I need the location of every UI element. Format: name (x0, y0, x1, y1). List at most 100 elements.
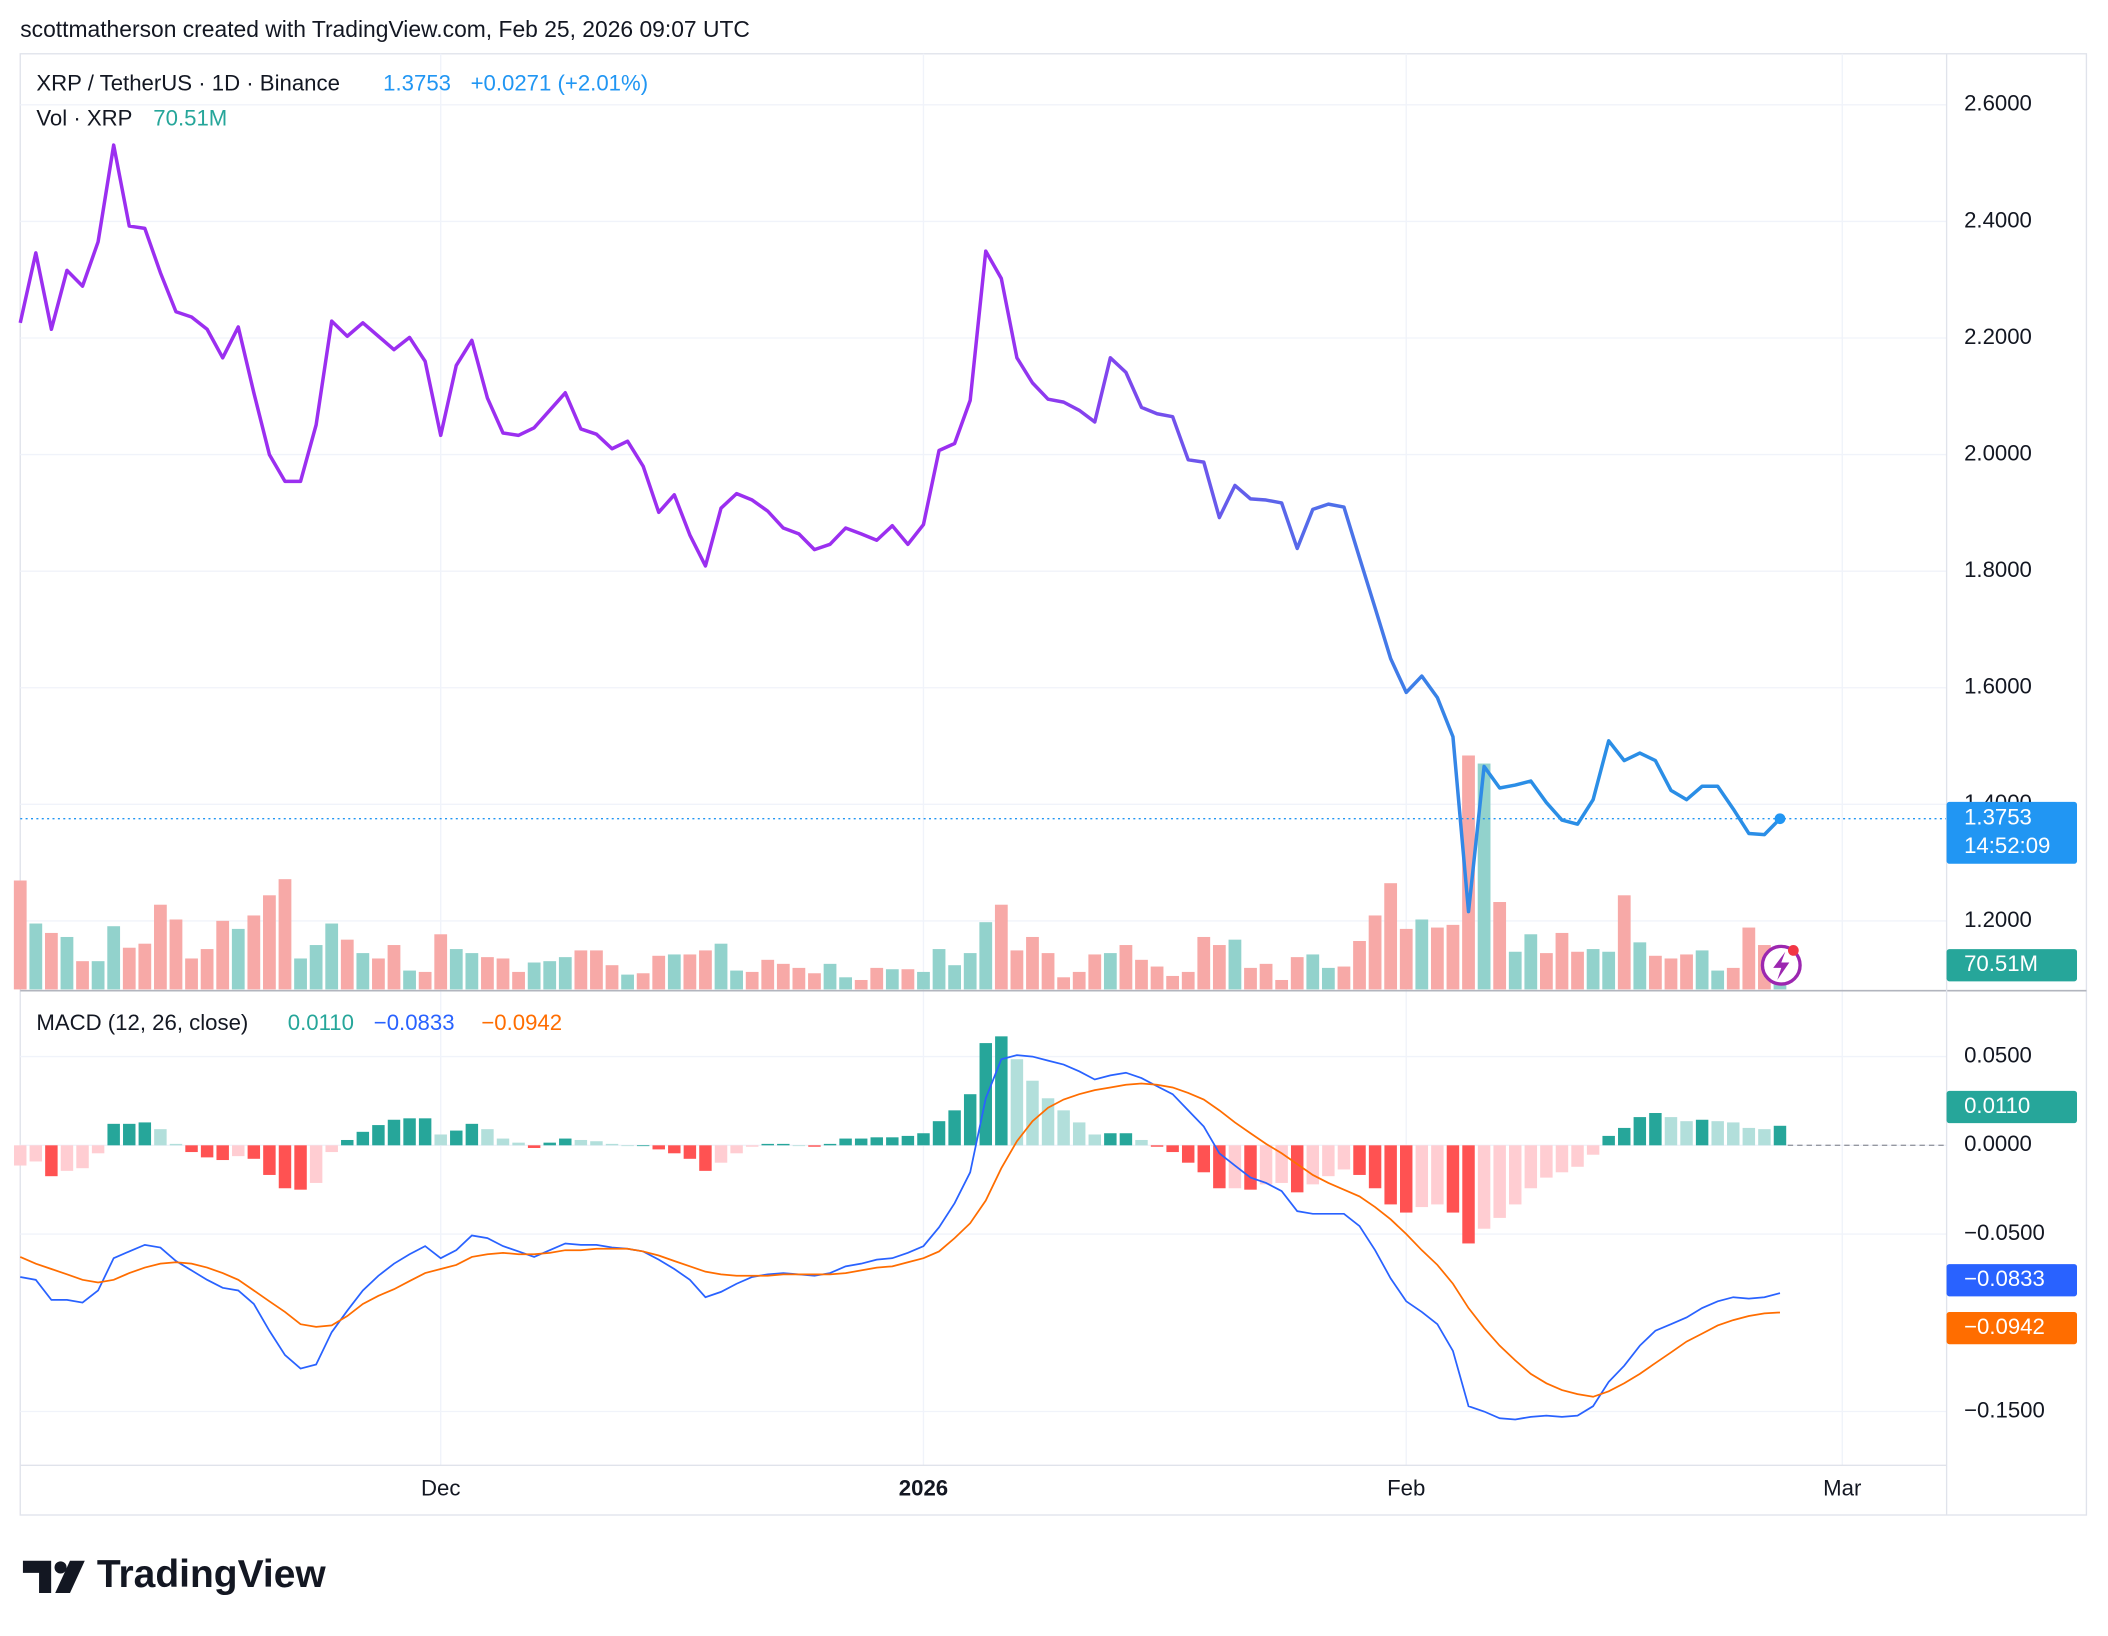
volume-bar (45, 932, 58, 990)
macd-histogram-bar (1026, 1080, 1039, 1146)
volume-bar (1540, 953, 1553, 990)
macd-legend-macd: −0.0833 (374, 1010, 455, 1035)
alert-icon[interactable] (1760, 944, 1802, 986)
volume-bar (590, 950, 603, 990)
volume-bar (372, 958, 385, 990)
volume-bar (823, 963, 837, 990)
volume-bar (1399, 928, 1413, 990)
macd-histogram-bar (325, 1145, 338, 1153)
macd-histogram-bar (714, 1145, 728, 1163)
histogram-label-box (1946, 1090, 2078, 1124)
volume-bar (1524, 934, 1538, 990)
volume-bar (667, 954, 681, 990)
macd-histogram-bar (1446, 1145, 1460, 1213)
volume-bar (932, 949, 946, 990)
macd-legend-signal: −0.0942 (481, 1010, 562, 1035)
macd-histogram-bar (1555, 1145, 1569, 1173)
volume-bar (169, 919, 183, 990)
volume-label-box (1946, 949, 2078, 982)
macd-histogram-bar (1462, 1145, 1475, 1244)
volume-bar (979, 922, 993, 990)
volume-bar (216, 920, 230, 990)
signal-label-text: −0.0942 (1964, 1314, 2045, 1339)
volume-bar (340, 939, 354, 990)
macd-histogram-bar (29, 1145, 43, 1162)
macd-histogram-bar (792, 1145, 806, 1147)
volume-bar (481, 957, 494, 990)
volume-bar (1150, 966, 1164, 990)
volume-bar (185, 958, 198, 990)
volume-bar (465, 953, 479, 990)
macd-histogram-bar (107, 1123, 120, 1146)
volume-bar (605, 965, 619, 990)
macd-histogram-bar (1010, 1059, 1024, 1146)
volume-bar (1726, 967, 1740, 990)
volume-bar (1306, 954, 1320, 990)
macd-histogram-bar (123, 1123, 136, 1146)
y-tick-label: 2.6000 (1964, 91, 2032, 116)
volume-bar (434, 934, 448, 990)
macd-histogram-bar (1695, 1119, 1709, 1146)
macd-histogram-bar (278, 1145, 292, 1189)
volume-bar (1181, 971, 1195, 990)
macd-histogram-bar (559, 1138, 572, 1146)
macd-histogram-bar (605, 1143, 619, 1146)
macd-histogram-bar (185, 1145, 198, 1153)
volume-bar (1026, 936, 1039, 990)
macd-histogram-bar (465, 1123, 479, 1146)
macd-histogram-bar (948, 1110, 961, 1146)
volume-bar (1057, 977, 1071, 990)
volume-bar (309, 945, 323, 990)
macd-histogram-bar (932, 1121, 946, 1146)
volume-bar (792, 967, 806, 990)
last-price-label-text: 14:52:09 (1964, 833, 2050, 858)
macd-histogram-bar (1399, 1145, 1413, 1213)
volume-bar (699, 950, 712, 990)
volume-bar (1477, 763, 1491, 990)
macd-histogram-bar (621, 1145, 634, 1147)
macd-histogram-bar (590, 1141, 603, 1146)
logo-part (55, 1560, 85, 1593)
macd-histogram-bar (917, 1133, 930, 1146)
volume-bar (278, 879, 292, 990)
macd-histogram-bar (1337, 1145, 1351, 1170)
macd-histogram-bar (91, 1145, 105, 1154)
volume-bar (1212, 945, 1226, 990)
macd-histogram-bar (1493, 1145, 1506, 1218)
volume-bar (231, 928, 245, 990)
macd-histogram-bar (418, 1118, 432, 1146)
macd-histogram-bar (512, 1142, 525, 1146)
macd-histogram-bar (1773, 1125, 1787, 1146)
volume-bar (1353, 941, 1366, 990)
volume-bar (621, 974, 634, 990)
legend-change: +0.0271 (+2.01%) (471, 71, 649, 96)
macd-histogram-bar (372, 1125, 385, 1146)
histogram-label-text: 0.0110 (1964, 1093, 2030, 1118)
volume-bar (1135, 959, 1148, 990)
volume-bar (1430, 927, 1444, 990)
volume-bar (1275, 979, 1289, 990)
volume-bar (714, 943, 728, 990)
volume-bar (683, 954, 697, 990)
alert-icon-bolt (1773, 951, 1790, 980)
macd-histogram-bar (636, 1145, 650, 1147)
macd-histogram-bar (839, 1138, 852, 1146)
volume-bar (1166, 975, 1180, 990)
x-tick-label: Feb (1387, 1475, 1425, 1500)
macd-histogram-bar (169, 1143, 183, 1146)
volume-bar (761, 959, 775, 990)
macd-histogram-bar (1524, 1145, 1538, 1189)
volume-bar (1197, 936, 1211, 990)
macd-histogram-bar (1477, 1145, 1491, 1229)
volume-bar (730, 970, 743, 990)
volume-bar (1711, 970, 1725, 990)
macd-histogram-bar (1166, 1145, 1179, 1153)
macd-histogram-bar (481, 1129, 494, 1146)
volume-bar (994, 904, 1008, 990)
volume-bar (558, 957, 572, 990)
macd-histogram-bar (341, 1139, 354, 1146)
volume-bar (200, 949, 214, 990)
